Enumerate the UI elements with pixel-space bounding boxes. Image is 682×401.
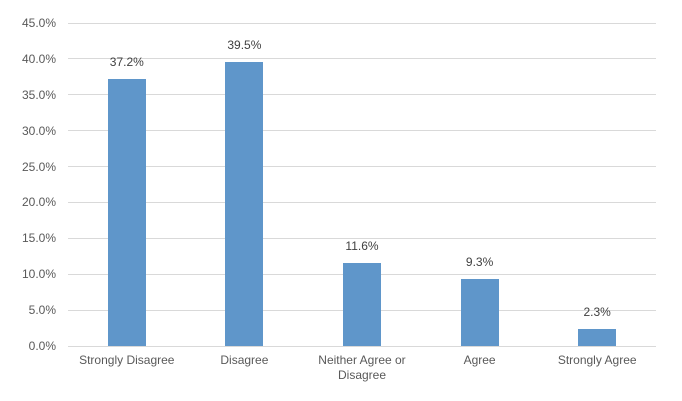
y-tick-label: 25.0% [21,159,56,174]
gridline [68,166,656,168]
bar-data-label: 39.5% [227,38,262,53]
bar [225,62,264,346]
y-tick-label: 5.0% [28,303,56,318]
bar [343,262,381,346]
x-category-label: Neither Agree or Disagree [318,353,406,382]
y-tick-label: 30.0% [21,123,56,138]
bar-data-label: 11.6% [345,238,379,253]
bar [578,329,617,346]
x-category-label: Disagree [220,353,269,367]
x-category-label: Agree [463,353,496,367]
x-axis-line [68,345,656,347]
gridline [68,22,656,24]
bar-data-label: 2.3% [583,305,611,320]
gridline [68,237,656,239]
y-tick-label: 0.0% [28,339,56,353]
x-category-label: Strongly Agree [557,353,637,367]
y-tick-label: 35.0% [21,87,56,102]
y-tick-label: 15.0% [21,231,56,246]
gridline [68,130,656,132]
y-tick-label: 10.0% [21,267,56,282]
y-tick-label: 20.0% [21,195,56,210]
bar-data-label: 37.2% [109,54,144,69]
bar [460,279,499,346]
bar-data-label: 9.3% [465,255,494,270]
gridline [68,201,656,203]
y-tick-label: 40.0% [21,51,56,66]
x-category-label: Strongly Disagree [79,353,175,367]
y-tick-label: 45.0% [21,16,56,30]
gridline [68,94,656,96]
gridline [68,58,656,60]
bar [107,78,146,346]
